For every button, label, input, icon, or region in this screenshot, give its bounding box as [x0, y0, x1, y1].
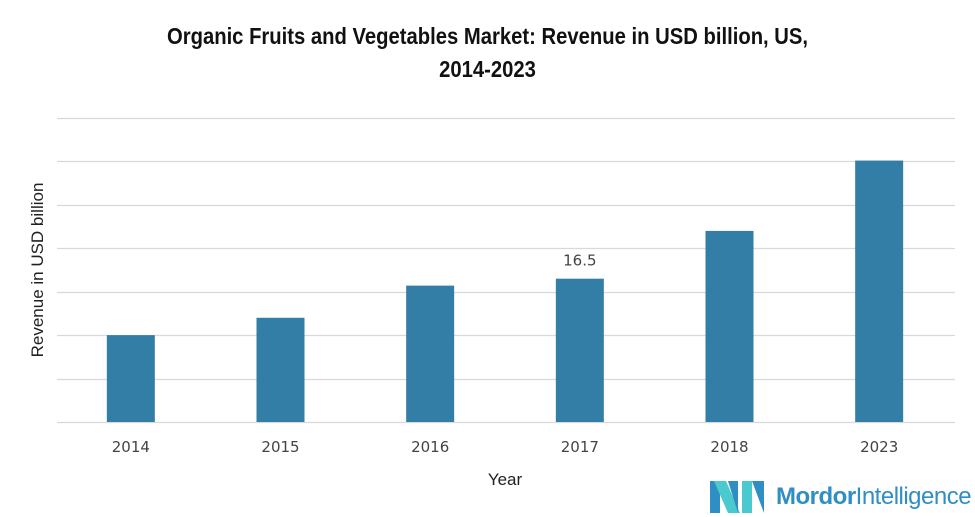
- bar-2016: [406, 285, 455, 422]
- bar-2014: [106, 335, 155, 422]
- logo-bold-text: Mordor: [776, 483, 856, 510]
- x-axis-label: Year: [488, 470, 523, 489]
- chart-title-line-1: Organic Fruits and Vegetables Market: Re…: [166, 23, 809, 49]
- gridlines: [57, 117, 955, 424]
- x-tick-label: 2016: [411, 438, 449, 456]
- logo-mark-icon: [710, 481, 764, 513]
- bar-2017: [555, 278, 604, 422]
- chart-title-line-2: 2014-2023: [439, 56, 536, 82]
- bars: [106, 160, 904, 422]
- x-tick-label: 2017: [561, 438, 599, 456]
- bar-2015: [256, 317, 305, 422]
- chart-title: Organic Fruits and Vegetables Market: Re…: [59, 20, 917, 86]
- x-tick-labels: 2014 2015 2016 2017 16.5 2018 2023: [112, 252, 899, 456]
- logo-light-text: Intelligence: [855, 483, 972, 510]
- x-tick-label: 2018: [710, 438, 748, 456]
- x-tick-label: 2014: [112, 438, 150, 456]
- x-tick-label: 2015: [261, 438, 299, 456]
- mordor-intelligence-logo: MordorIntelligence: [710, 481, 972, 513]
- y-axis-label: Revenue in USD billion: [28, 183, 47, 358]
- bar-2018: [705, 230, 754, 422]
- data-label-2017: 16.5: [563, 252, 596, 270]
- x-tick-label: 2023: [860, 438, 898, 456]
- bar-2023: [855, 160, 904, 422]
